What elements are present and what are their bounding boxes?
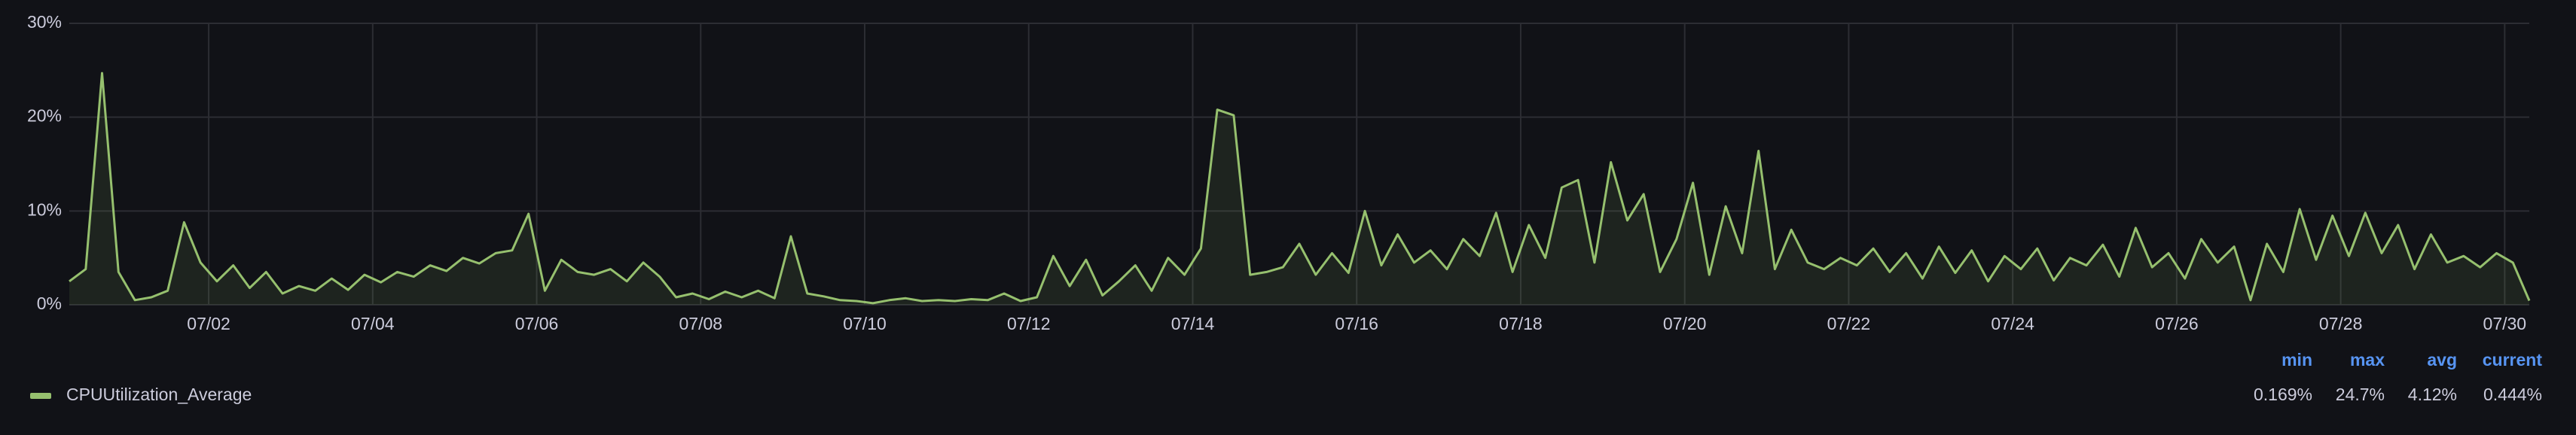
legend-stat-header: avg <box>2427 350 2457 370</box>
x-tick-label: 07/02 <box>187 314 230 333</box>
legend-stat-header: min <box>2281 350 2312 370</box>
legend-stat-value: 24.7% <box>2336 385 2385 404</box>
legend-stat-value: 0.169% <box>2254 385 2312 404</box>
legend-stat-value: 4.12% <box>2408 385 2457 404</box>
x-tick-label: 07/18 <box>1499 314 1543 333</box>
area <box>69 73 2529 305</box>
x-tick-label: 07/20 <box>1663 314 1707 333</box>
x-tick-label: 07/06 <box>515 314 559 333</box>
x-tick-label: 07/10 <box>843 314 887 333</box>
series-line <box>69 71 2531 305</box>
legend-swatch <box>30 393 51 399</box>
y-tick-label: 30% <box>27 12 62 32</box>
x-tick-label: 07/26 <box>2155 314 2199 333</box>
x-tick-label: 07/12 <box>1007 314 1051 333</box>
x-tick-label: 07/16 <box>1335 314 1378 333</box>
y-tick-label: 10% <box>27 199 62 219</box>
legend-stat-header: max <box>2350 350 2385 370</box>
x-tick-label: 07/14 <box>1171 314 1215 333</box>
x-tick-label: 07/04 <box>351 314 395 333</box>
x-tick-label: 07/30 <box>2483 314 2527 333</box>
y-tick-label: 0% <box>37 294 62 313</box>
x-tick-label: 07/24 <box>1991 314 2034 333</box>
legend-label: CPUUtilization_Average <box>66 385 252 404</box>
x-tick-label: 07/22 <box>1827 314 1871 333</box>
legend-stat-header: current <box>2483 350 2543 370</box>
x-tick-label: 07/28 <box>2319 314 2363 333</box>
legend-stat-value: 0.444% <box>2483 385 2542 404</box>
y-tick-label: 20% <box>27 106 62 126</box>
x-tick-label: 07/08 <box>679 314 722 333</box>
